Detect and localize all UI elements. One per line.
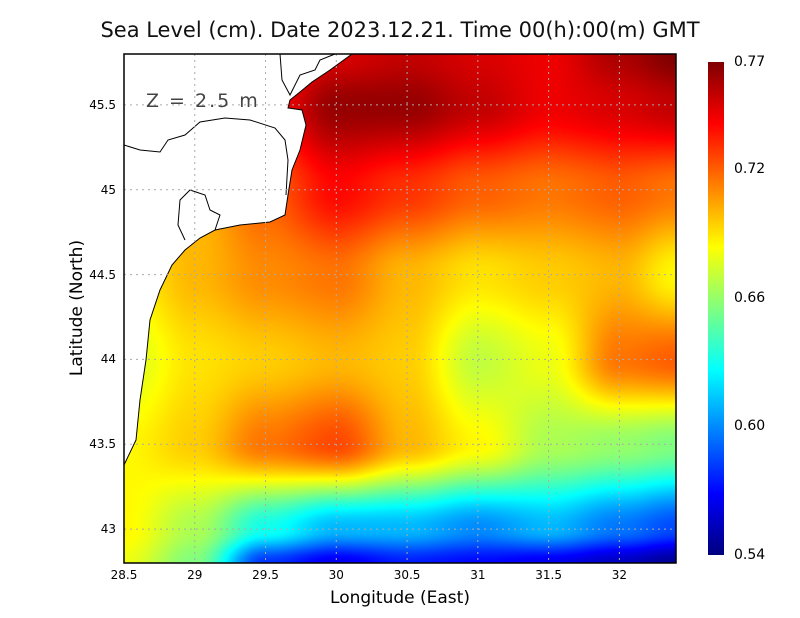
land-mass	[123, 53, 354, 466]
plot-frame	[123, 53, 677, 564]
y-tick-label: 44	[100, 352, 116, 367]
colorbar-tick-label: 0.66	[734, 289, 766, 306]
colorbar-tick-label: 0.54	[734, 547, 766, 563]
colorbar-tick-label: 0.60	[734, 418, 766, 435]
y-tick-label: 43.5	[89, 437, 116, 452]
x-tick-label: 29.5	[252, 568, 279, 582]
x-axis-label: Longitude (East)	[330, 588, 470, 608]
x-tick-label: 28.5	[110, 568, 138, 582]
y-tick-label: 45.5	[89, 97, 116, 112]
x-tick-label: 30	[328, 568, 344, 582]
coastline-lagoon	[177, 189, 221, 241]
coastline-lake	[123, 117, 289, 196]
x-tick-label: 32	[611, 568, 628, 582]
x-tick-label: 29	[187, 568, 203, 582]
colorbar	[708, 62, 724, 555]
y-tick-label: 44.5	[89, 267, 116, 282]
depth-annotation: Z = 2.5 m	[146, 90, 260, 112]
x-tick-label: 31	[470, 568, 486, 582]
grid-lines	[124, 54, 676, 563]
colorbar-tick-label: 0.72	[734, 161, 766, 178]
coastline-north	[279, 53, 336, 97]
y-tick-label: 45	[100, 182, 116, 197]
y-tick-label: 43	[100, 522, 116, 537]
x-tick-label: 30.5	[393, 568, 421, 582]
chart-title: Sea Level (cm). Date 2023.12.21. Time 00…	[100, 18, 700, 42]
x-tick-label: 31.5	[535, 568, 562, 582]
colorbar-tick-label: 0.77	[734, 54, 766, 70]
y-axis-label: Latitude (North)	[67, 239, 87, 377]
